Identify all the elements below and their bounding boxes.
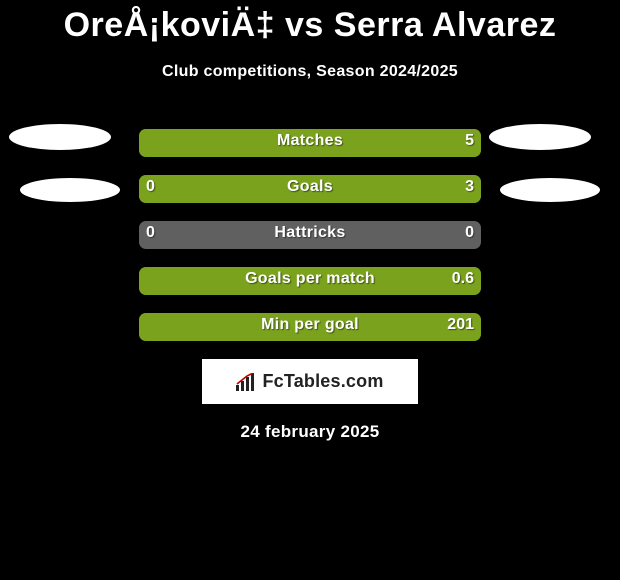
stat-value-left: 0 [146,224,155,242]
player-ellipse [9,124,111,150]
page-title: OreÅ¡koviÄ‡ vs Serra Alvarez [0,0,620,45]
stat-value-right: 0.6 [452,270,474,288]
stat-bar-right [139,129,481,157]
stat-bar-right [139,267,481,295]
date-text: 24 february 2025 [0,422,620,442]
stat-bar-track [139,267,481,295]
stat-bar-track [139,175,481,203]
stat-bar-track [139,313,481,341]
logo-text: FcTables.com [262,371,383,392]
stat-value-right: 201 [447,316,474,334]
stat-value-right: 5 [465,132,474,150]
stats-container: Matches5Goals03Hattricks00Goals per matc… [0,129,620,341]
stat-row: Min per goal201 [0,313,620,341]
player-ellipse [489,124,591,150]
player-ellipse [500,178,600,202]
stat-row: Hattricks00 [0,221,620,249]
logo: FcTables.com [236,371,383,392]
stat-bar-right [201,175,481,203]
page-subtitle: Club competitions, Season 2024/2025 [0,63,620,81]
logo-panel: FcTables.com [202,359,418,404]
chart-bars-icon [236,373,258,391]
stat-value-left: 0 [146,178,155,196]
stat-bar-track [139,221,481,249]
stat-bar-track [139,129,481,157]
stat-value-right: 3 [465,178,474,196]
player-ellipse [20,178,120,202]
stat-bar-right [139,313,481,341]
stat-value-right: 0 [465,224,474,242]
stat-row: Goals per match0.6 [0,267,620,295]
